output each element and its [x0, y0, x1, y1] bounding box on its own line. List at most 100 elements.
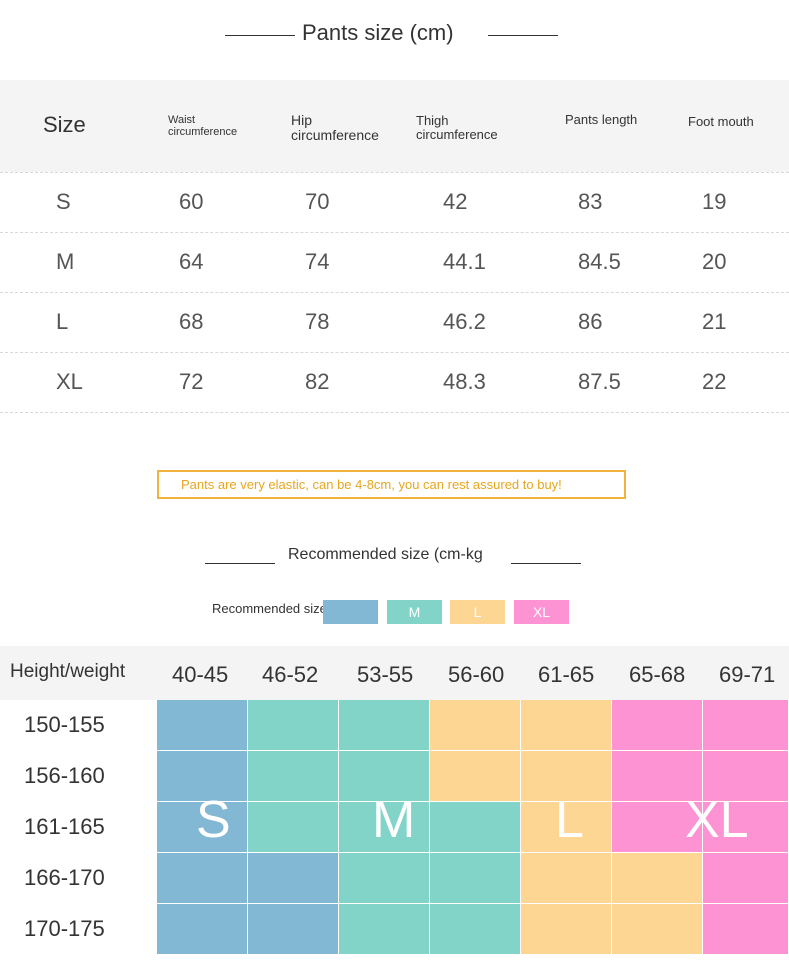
size-cell-label: L	[56, 309, 69, 334]
grid-cell-l	[521, 751, 612, 802]
grid-cell-l	[521, 802, 612, 853]
size-cell-value: 20	[702, 249, 727, 274]
size-cell-label: M	[56, 249, 75, 274]
elastic-note-text: Pants are very elastic, can be 4-8cm, yo…	[181, 477, 562, 492]
size-cell-value: 42	[443, 189, 468, 214]
grid-height-label: 170-175	[24, 916, 105, 941]
size-table-header: Size Waist circumference Hip circumference…	[0, 80, 789, 172]
grid-cell-xl	[703, 802, 789, 853]
header-thigh: Thigh circumference	[416, 113, 498, 143]
size-row-divider	[0, 232, 789, 233]
size-cell-value: 72	[179, 369, 204, 394]
grid-cell-m	[430, 802, 521, 853]
grid-cell-xl	[703, 853, 789, 904]
grid-cell-l	[521, 904, 612, 955]
grid-size-label-l: L	[555, 791, 584, 849]
recommended-rule-right	[511, 563, 581, 564]
grid-cell-m	[430, 853, 521, 904]
grid-cell-m	[248, 802, 339, 853]
size-cell-value: 44.1	[443, 249, 486, 274]
grid-size-label-m: M	[372, 791, 416, 849]
grid-cell-l	[521, 853, 612, 904]
size-cell-value: 21	[702, 309, 727, 334]
size-cell-value: 86	[578, 309, 603, 334]
recommended-title: Recommended size (cm-kg	[288, 546, 483, 563]
grid-weight-header: 69-71	[719, 662, 776, 687]
grid-size-label-s: S	[196, 791, 231, 849]
grid-cell-l	[612, 904, 703, 955]
grid-weight-header: 65-68	[629, 662, 686, 687]
grid-cell-m	[248, 751, 339, 802]
grid-cell-m	[339, 751, 430, 802]
title-rule-left	[225, 35, 295, 36]
size-row-divider	[0, 352, 789, 353]
header-hip: Hip circumference	[291, 112, 379, 144]
size-cell-value: 64	[179, 249, 204, 274]
grid-cell-xl	[703, 751, 789, 802]
legend-label: Recommended size: S	[212, 601, 343, 616]
header-length: Pants length	[565, 112, 638, 127]
grid-weight-header: 53-55	[357, 662, 414, 687]
grid-cell-s	[248, 853, 339, 904]
grid-cell-l	[430, 751, 521, 802]
size-cell-value: 60	[179, 189, 204, 214]
recommend-grid-header: Height/weight	[0, 646, 789, 700]
size-chart-header: Pants size (cm)	[0, 18, 789, 50]
size-cell-value: 78	[305, 309, 330, 334]
size-cell-value: 82	[305, 369, 330, 394]
grid-corner-label: Height/weight	[10, 661, 126, 682]
grid-cell-s	[248, 904, 339, 955]
legend-chip-xl: XL	[514, 600, 569, 624]
size-cell-value: 22	[702, 369, 727, 394]
elastic-note: Pants are very elastic, can be 4-8cm, yo…	[157, 470, 626, 499]
size-cell-value: 19	[702, 189, 727, 214]
header-size: Size	[43, 112, 86, 137]
size-row-divider	[0, 172, 789, 173]
grid-cell-m	[339, 700, 430, 751]
grid-cell-m	[339, 802, 430, 853]
legend-chip-m: M	[387, 600, 442, 624]
grid-weight-header: 61-65	[538, 662, 595, 687]
grid-height-label: 150-155	[24, 712, 105, 737]
size-row-divider	[0, 412, 789, 413]
grid-cell-m	[339, 904, 430, 955]
size-cell-value: 84.5	[578, 249, 621, 274]
size-cell-value: 48.3	[443, 369, 486, 394]
grid-height-label: 156-160	[24, 763, 105, 788]
header-foot: Foot mouth	[688, 114, 754, 129]
grid-cell-s	[157, 853, 248, 904]
size-cell-value: 46.2	[443, 309, 486, 334]
grid-size-label-xl: XL	[685, 791, 749, 849]
size-cell-value: 70	[305, 189, 330, 214]
grid-cell-xl	[612, 700, 703, 751]
size-cell-label: XL	[56, 369, 83, 394]
grid-cell-xl	[703, 700, 789, 751]
grid-weight-header: 56-60	[448, 662, 505, 687]
size-cell-label: S	[56, 189, 71, 214]
grid-cell-m	[339, 853, 430, 904]
page-title: Pants size (cm)	[302, 20, 454, 45]
grid-cell-m	[430, 904, 521, 955]
recommended-rule-left	[205, 563, 275, 564]
grid-cell-xl	[612, 751, 703, 802]
legend-chip-l: L	[450, 600, 505, 624]
grid-cell-s	[157, 700, 248, 751]
grid-cell-l	[612, 853, 703, 904]
title-rule-right	[488, 35, 558, 36]
grid-cell-xl	[703, 904, 789, 955]
header-waist: Waist circumference	[168, 114, 238, 139]
grid-weight-header: 40-45	[172, 662, 229, 687]
grid-weight-header: 46-52	[262, 662, 319, 687]
grid-cell-s	[157, 802, 248, 853]
grid-height-label: 161-165	[24, 814, 105, 839]
grid-cell-l	[430, 700, 521, 751]
legend-chip-s	[323, 600, 378, 624]
grid-cell-s	[157, 751, 248, 802]
size-cell-value: 74	[305, 249, 330, 274]
size-cell-value: 68	[179, 309, 204, 334]
size-cell-value: 83	[578, 189, 603, 214]
grid-cell-m	[248, 700, 339, 751]
grid-cell-l	[521, 700, 612, 751]
size-row-divider	[0, 292, 789, 293]
grid-cell-s	[157, 904, 248, 955]
